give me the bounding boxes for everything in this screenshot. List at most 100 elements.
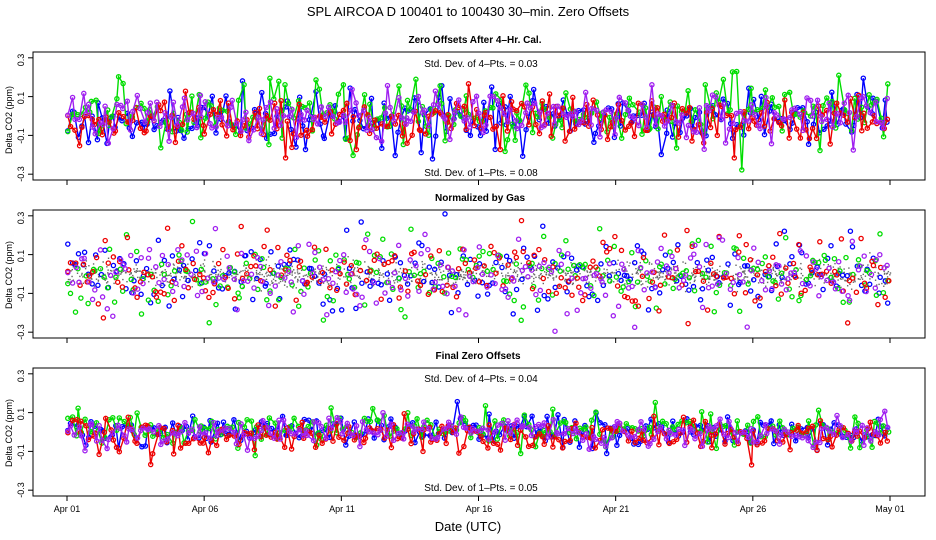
normalized-point [857,278,860,280]
normalized-point [847,279,849,282]
normalized-point [115,276,117,279]
normalized-point [576,268,579,270]
normalized-point [505,276,507,278]
data-point-gas2 [659,418,666,425]
data-point-gas1 [520,245,527,251]
data-point-gas1 [656,290,663,296]
data-point-gas3 [539,433,545,440]
data-point-gas3 [164,225,171,231]
normalized-point [135,270,138,272]
data-point-gas3 [700,278,707,284]
data-point-gas1 [866,281,873,288]
data-point-gas4 [445,419,452,425]
data-point-gas1 [167,88,173,94]
data-point-gas3 [411,249,417,255]
normalized-point [100,268,102,270]
data-point-gas1 [756,303,763,309]
data-point-gas3 [514,442,521,449]
data-point-gas3 [639,273,646,280]
data-point-gas4 [310,270,316,277]
data-point-gas4 [490,93,497,100]
data-point-gas4 [128,252,134,259]
normalized-point [884,272,886,275]
data-point-gas2 [685,88,691,94]
data-point-gas4 [778,281,785,287]
data-point-gas3 [323,246,329,253]
normalized-point [713,272,716,275]
data-point-gas2 [367,418,374,425]
data-point-gas4 [823,116,830,123]
data-point-gas3 [284,252,290,259]
normalized-point [326,281,329,283]
data-point-gas4 [404,421,411,427]
data-point-gas4 [258,130,265,137]
normalized-point [447,276,449,279]
data-point-gas1 [824,442,831,448]
data-point-gas4 [766,268,773,274]
data-point-gas3 [67,259,74,266]
data-point-gas4 [619,428,626,434]
data-point-gas2 [484,268,491,275]
data-point-gas4 [411,109,417,115]
normalized-point [214,276,217,278]
normalized-point [753,270,755,272]
data-point-gas4 [511,422,517,428]
normalized-point [604,282,607,285]
data-point-gas2 [540,233,547,240]
data-point-gas3 [384,123,391,130]
data-point-gas1 [768,418,774,424]
data-point-gas2 [521,412,528,418]
data-point-gas4 [343,289,349,296]
data-point-gas2 [235,97,242,104]
data-point-gas3 [640,254,647,261]
normalized-point [292,287,294,289]
normalized-point [183,277,185,279]
data-point-gas3 [278,97,284,104]
x-tick-label: Apr 26 [740,504,767,514]
normalized-point [772,268,774,270]
data-point-gas1 [727,302,734,308]
normalized-point [506,264,509,266]
normalized-point [102,261,104,263]
normalized-point [463,274,465,276]
normalized-point [242,270,244,272]
data-point-gas3 [720,275,727,281]
normalized-point [628,265,630,267]
data-point-gas4 [602,443,609,450]
normalized-point [137,276,139,279]
data-point-gas4 [505,418,511,424]
normalized-point [359,277,361,279]
data-point-gas3 [494,441,501,448]
data-point-gas4 [718,116,725,122]
data-point-gas3 [882,294,888,301]
data-point-gas4 [228,104,234,111]
data-point-gas1 [805,141,812,148]
data-point-gas3 [463,126,469,133]
normalized-point [530,269,533,271]
normalized-point [814,284,816,287]
normalized-point [847,277,849,280]
data-point-gas3 [256,105,263,112]
data-point-gas4 [175,432,181,439]
figure-title: SPL AIRCOA D 100401 to 100430 30–min. Ze… [307,4,630,19]
normalized-point [249,276,252,279]
normalized-point [545,272,548,274]
data-point-gas4 [784,429,791,435]
panel-after-cal-plot [28,57,891,185]
normalized-point [832,273,834,276]
data-point-gas3 [754,272,761,278]
data-point-gas4 [669,253,675,260]
data-point-gas1 [555,412,561,418]
panel-final-ylabel: Delta CO2 (ppm) [4,399,14,467]
data-point-gas4 [231,276,238,283]
data-point-gas3 [113,444,120,451]
normalized-point [864,275,867,277]
data-point-gas2 [880,423,887,429]
data-point-gas2 [866,92,872,98]
data-point-gas2 [675,421,681,428]
normalized-point [886,272,889,274]
data-point-gas4 [196,423,203,430]
data-point-gas3 [593,264,599,270]
data-point-gas4 [868,438,874,444]
panel-final-yticks: 0.3 0.1 -0.1 -0.3 [16,370,26,498]
